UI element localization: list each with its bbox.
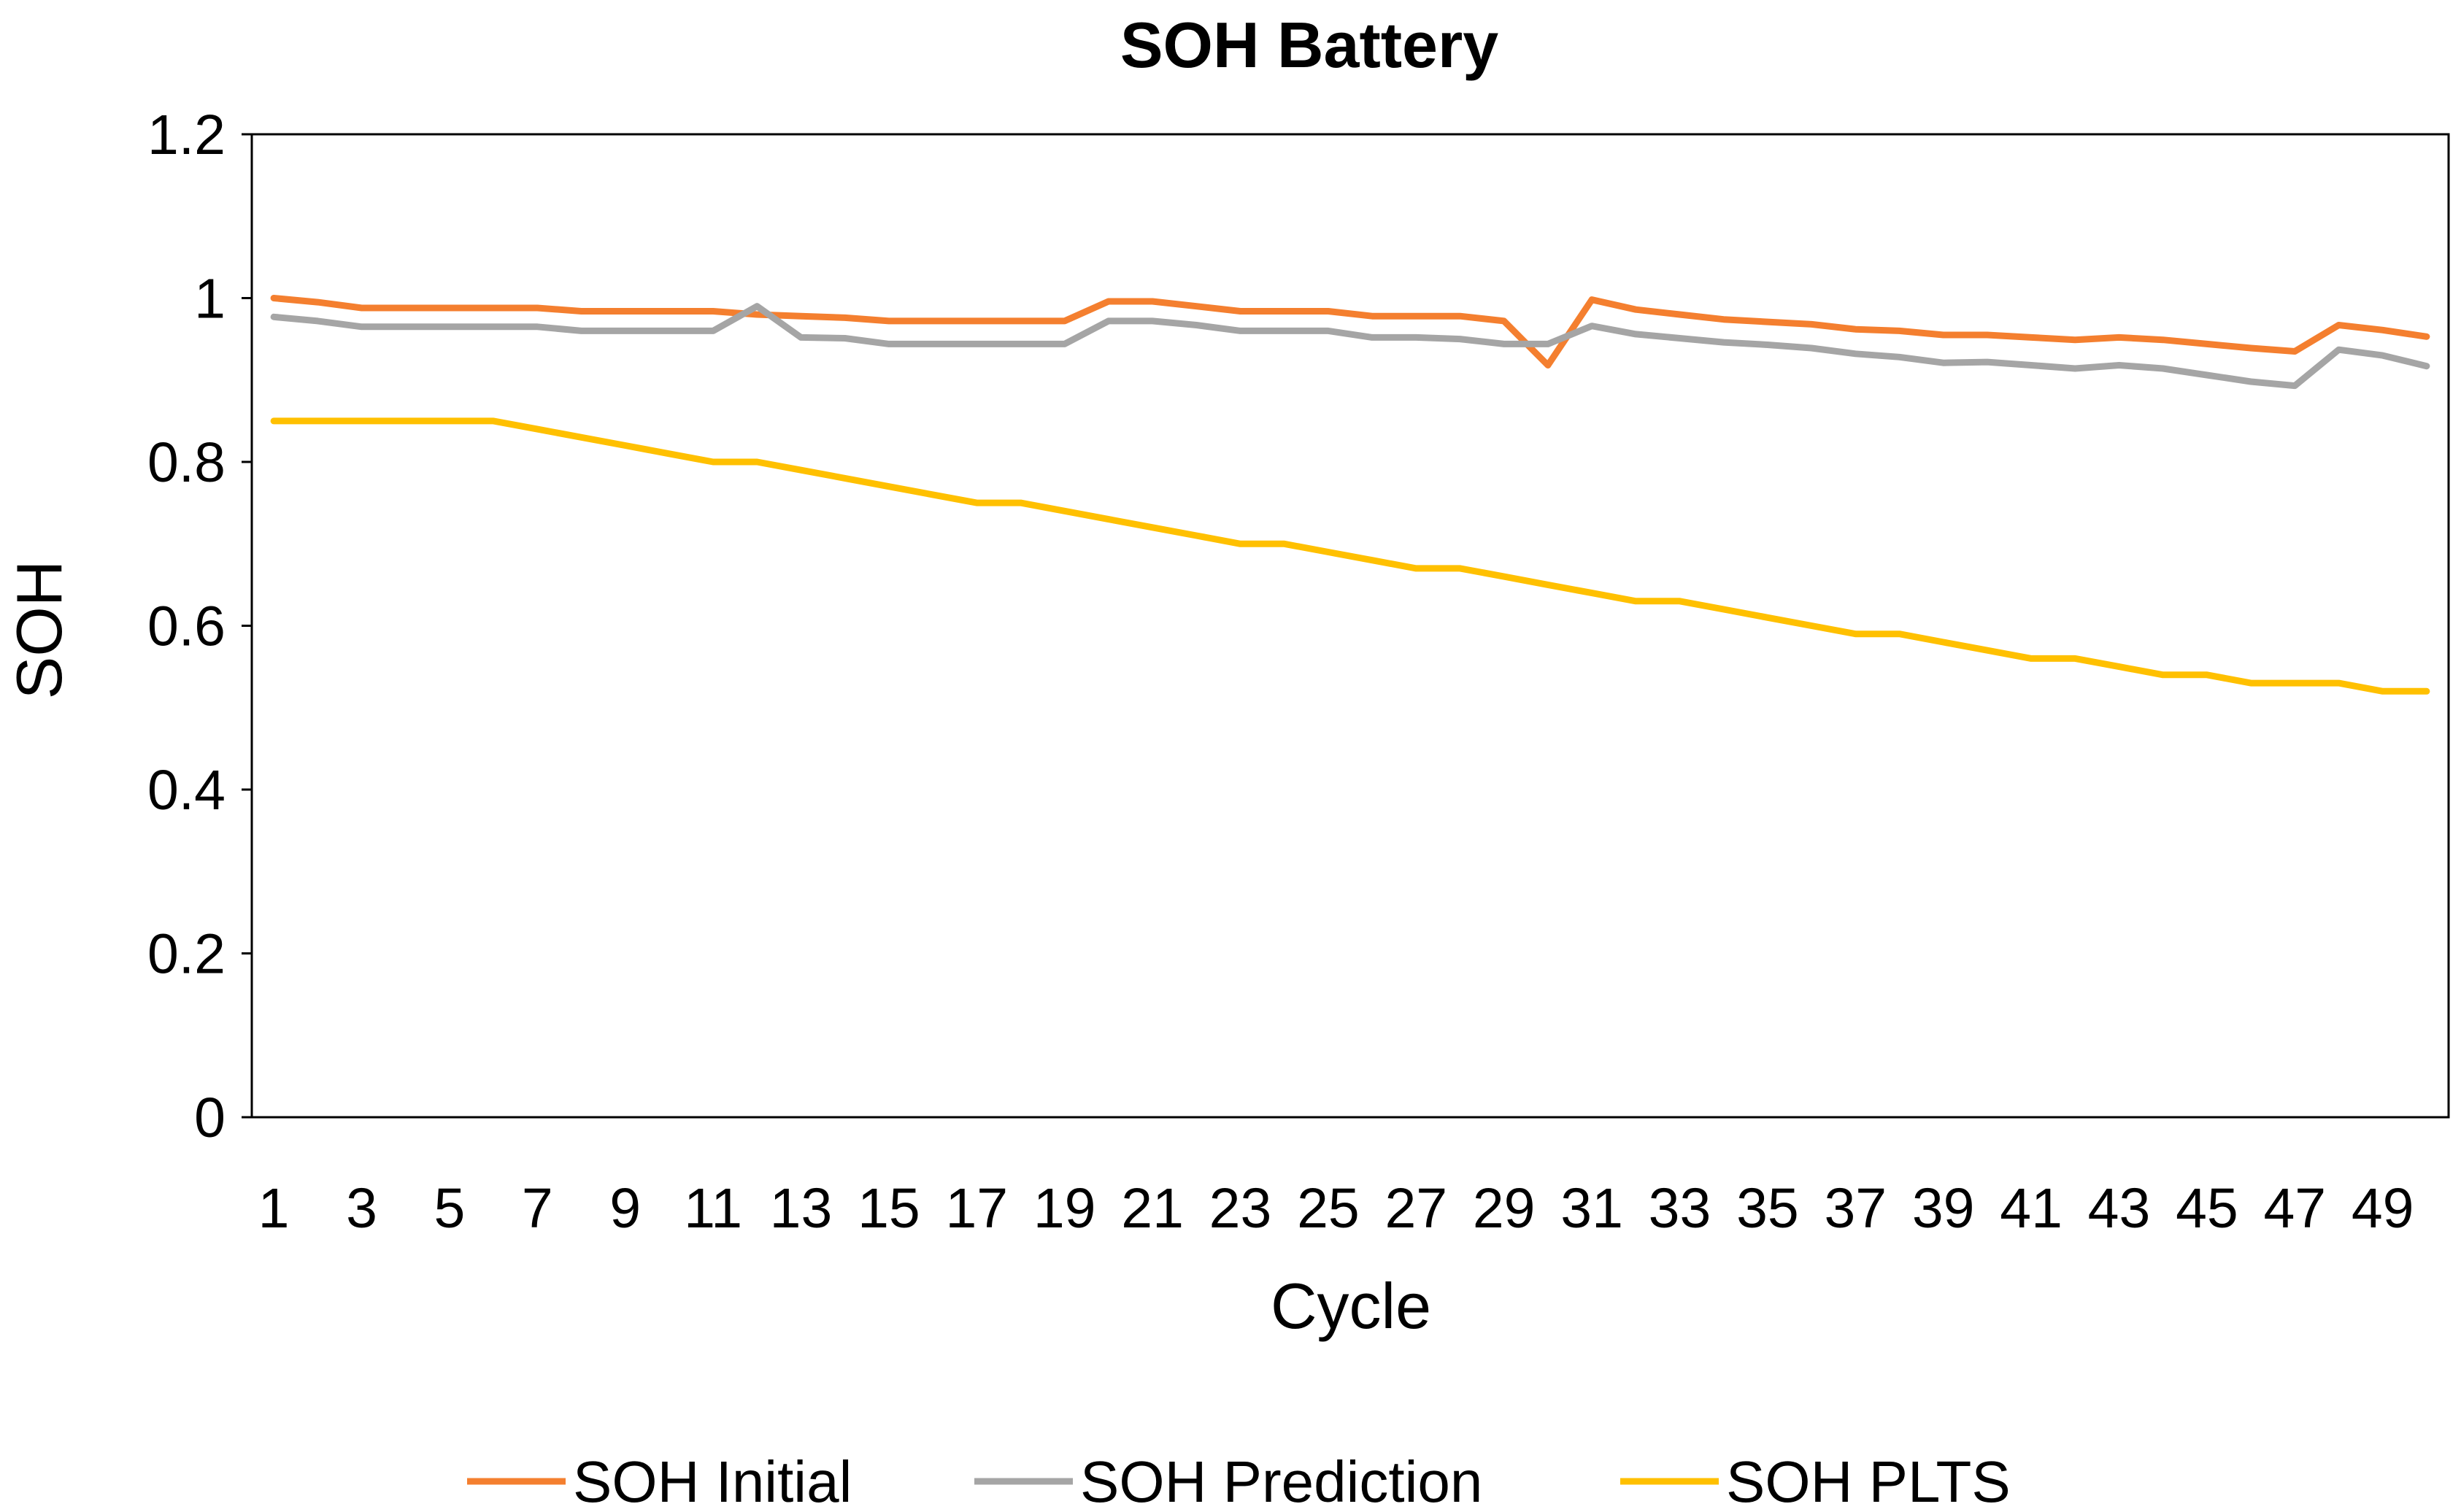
- x-tick-label: 5: [434, 1177, 465, 1240]
- legend-label: SOH Initial: [573, 1449, 852, 1512]
- x-tick-label: 29: [1473, 1177, 1536, 1240]
- y-tick-label: 1.2: [147, 104, 226, 166]
- series-lines: [270, 295, 2430, 695]
- y-axis-title: SOH: [3, 560, 75, 700]
- x-tick-label: 49: [2352, 1177, 2414, 1240]
- x-tick-label: 35: [1736, 1177, 1799, 1240]
- x-tick-label: 37: [1824, 1177, 1887, 1240]
- x-axis: 1 3 5 7 9 11 13 15 17 19 21 23 25 27 29 31 33 35 37 39 41 43 4…: [258, 1177, 2414, 1240]
- x-tick-label: 39: [1912, 1177, 1975, 1240]
- y-tick-label: 1: [194, 268, 226, 331]
- series-line-soh-plts: [270, 417, 2430, 695]
- x-tick-label: 19: [1033, 1177, 1096, 1240]
- x-tick-label: 21: [1121, 1177, 1184, 1240]
- x-tick-label: 33: [1649, 1177, 1711, 1240]
- legend-label: SOH PLTS: [1726, 1449, 2011, 1512]
- x-tick-label: 23: [1209, 1177, 1272, 1240]
- y-tick-label: 0.4: [147, 759, 226, 822]
- x-tick-label: 45: [2176, 1177, 2238, 1240]
- x-tick-label: 47: [2263, 1177, 2326, 1240]
- x-tick-label: 31: [1560, 1177, 1623, 1240]
- x-tick-label: 3: [346, 1177, 377, 1240]
- x-tick-label: 11: [684, 1177, 742, 1240]
- x-axis-title: Cycle: [1271, 1270, 1431, 1342]
- y-tick-label: 0.6: [147, 595, 226, 658]
- chart-title: SOH Battery: [1120, 9, 1498, 81]
- legend: SOH Initial SOH Prediction SOH PLTS: [467, 1449, 2011, 1512]
- y-axis: 0 0.2 0.4 0.6 0.8 1 1.2: [147, 104, 252, 1149]
- x-tick-label: 43: [2088, 1177, 2151, 1240]
- series-line-soh-prediction: [270, 303, 2430, 390]
- x-tick-label: 7: [522, 1177, 553, 1240]
- y-tick-label: 0.8: [147, 431, 226, 494]
- x-tick-label: 25: [1297, 1177, 1360, 1240]
- x-tick-label: 41: [2000, 1177, 2063, 1240]
- x-tick-label: 9: [609, 1177, 641, 1240]
- x-tick-label: 17: [945, 1177, 1008, 1240]
- series-line-soh-initial: [270, 295, 2430, 369]
- x-tick-label: 15: [858, 1177, 920, 1240]
- x-tick-label: 27: [1384, 1177, 1447, 1240]
- x-tick-label: 13: [770, 1177, 833, 1240]
- y-tick-label: 0: [194, 1087, 226, 1149]
- x-tick-label: 1: [258, 1177, 290, 1240]
- y-tick-label: 0.2: [147, 923, 226, 986]
- legend-label: SOH Prediction: [1080, 1449, 1482, 1512]
- plot-area-frame: [250, 133, 2450, 1119]
